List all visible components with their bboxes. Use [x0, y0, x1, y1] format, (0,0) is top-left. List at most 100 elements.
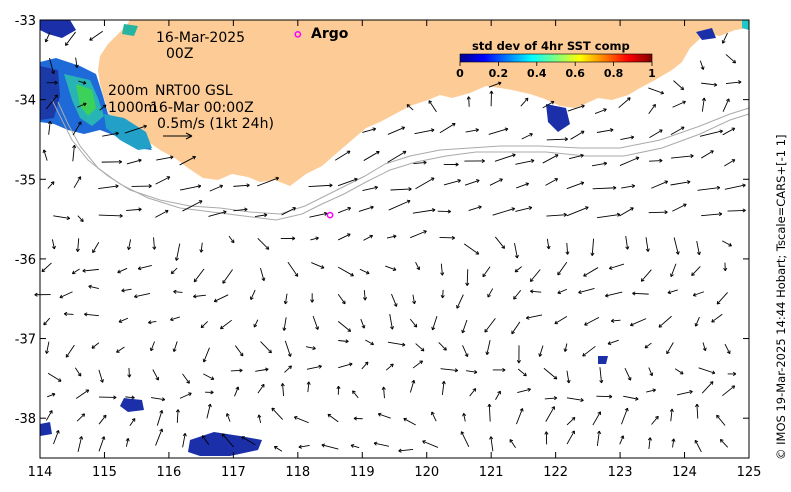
- colorbar-title: std dev of 4hr SST comp: [472, 39, 630, 53]
- current-vector-head: [283, 300, 288, 305]
- current-vector-head: [348, 362, 353, 367]
- current-vector-head: [225, 413, 230, 417]
- current-vector: [439, 123, 456, 134]
- current-vector-head: [143, 124, 147, 129]
- current-vector-head: [709, 381, 714, 385]
- current-vector-head: [329, 183, 333, 188]
- current-vector-head: [514, 268, 519, 273]
- current-vector-head: [700, 66, 705, 70]
- current-vectors: [34, 30, 746, 453]
- current-vector: [337, 321, 351, 332]
- current-vector-head: [431, 208, 436, 213]
- current-vector: [338, 363, 353, 369]
- current-vector: [469, 388, 477, 397]
- current-vector-head: [116, 349, 120, 353]
- current-vector: [47, 393, 56, 398]
- current-vector: [599, 367, 603, 384]
- x-tick-label: 119: [350, 465, 375, 480]
- argo-floats: [294, 30, 334, 219]
- current-vector-head: [253, 323, 258, 328]
- current-vector-head: [524, 97, 529, 102]
- current-vector: [282, 383, 285, 397]
- current-vector-head: [711, 370, 716, 375]
- current-vector: [722, 32, 728, 44]
- current-vector: [260, 268, 265, 281]
- current-vector: [385, 265, 397, 271]
- current-vector-head: [485, 351, 490, 355]
- current-vector: [298, 444, 310, 448]
- current-vector-head: [257, 414, 262, 419]
- current-vector: [361, 361, 369, 370]
- current-vector: [673, 237, 679, 255]
- current-vector: [422, 440, 439, 448]
- current-vector-head: [47, 120, 52, 125]
- current-vector-head: [603, 108, 607, 113]
- current-vector-head: [610, 318, 615, 323]
- current-vector-head: [287, 353, 292, 357]
- current-vector-head: [131, 418, 136, 422]
- current-vector: [460, 431, 470, 447]
- current-vector-head: [420, 347, 425, 352]
- x-tick-label: 114: [28, 465, 53, 480]
- current-vector: [461, 319, 468, 334]
- current-vector: [65, 344, 75, 358]
- current-vector-head: [742, 208, 746, 213]
- current-vector-head: [85, 389, 90, 393]
- current-vector: [725, 54, 736, 64]
- x-axis: 114 115 116 117 118 119 120 121 122 123 124 125: [28, 20, 761, 480]
- current-vector: [515, 160, 535, 165]
- plot-frame: [39, 19, 750, 459]
- current-vector-head: [484, 328, 489, 333]
- current-vector: [648, 211, 668, 214]
- current-vector-head: [564, 137, 568, 142]
- current-vector: [153, 237, 155, 250]
- isobath-lines: [51, 99, 750, 221]
- current-vector-head: [121, 288, 125, 293]
- current-vector-head: [497, 390, 501, 395]
- current-vector: [517, 368, 527, 377]
- current-vector-head: [210, 376, 215, 381]
- current-vector: [464, 179, 480, 186]
- x-tick-label: 120: [414, 465, 439, 480]
- current-vector-head: [635, 396, 639, 401]
- current-vector: [241, 436, 256, 446]
- credit-strip: © IMOS 19-Mar-2025 14:44 Hobart; Tscale=…: [774, 134, 788, 460]
- current-vector: [220, 319, 233, 330]
- time-label: 00Z: [166, 46, 193, 62]
- current-vector-head: [152, 246, 157, 250]
- current-vector: [309, 212, 328, 218]
- current-vector-head: [603, 161, 608, 166]
- current-vector-head: [419, 360, 423, 365]
- current-vector: [701, 82, 717, 86]
- current-vector-head: [412, 300, 417, 305]
- current-vector-head: [725, 98, 730, 103]
- current-vector-head: [51, 392, 56, 397]
- depth-200-label: 200m: [108, 83, 148, 99]
- current-vector-head: [504, 127, 509, 132]
- current-vector: [530, 290, 542, 293]
- current-vector: [492, 208, 515, 216]
- current-vector-head: [460, 431, 465, 435]
- current-vector-head: [716, 185, 721, 190]
- current-vector-head: [260, 383, 265, 388]
- current-vector: [53, 215, 70, 219]
- current-vector-head: [608, 265, 613, 270]
- y-tick-label: -38: [15, 412, 36, 427]
- current-vector-head: [475, 179, 480, 184]
- current-vector-head: [691, 272, 695, 277]
- current-vector-head: [690, 154, 694, 159]
- current-vector: [526, 314, 543, 319]
- colorbar-tick-label: 0.4: [527, 67, 547, 80]
- current-vector-head: [365, 270, 370, 275]
- current-vector: [65, 31, 76, 46]
- current-vector: [362, 128, 376, 133]
- current-vector: [649, 160, 663, 162]
- current-vector-head: [630, 135, 635, 140]
- current-vector: [644, 342, 652, 349]
- current-vector: [338, 340, 349, 342]
- current-vector-head: [74, 64, 79, 69]
- current-vector-head: [711, 318, 715, 323]
- current-vector-head: [392, 267, 397, 271]
- current-vector-head: [51, 70, 56, 75]
- current-vector: [179, 392, 192, 399]
